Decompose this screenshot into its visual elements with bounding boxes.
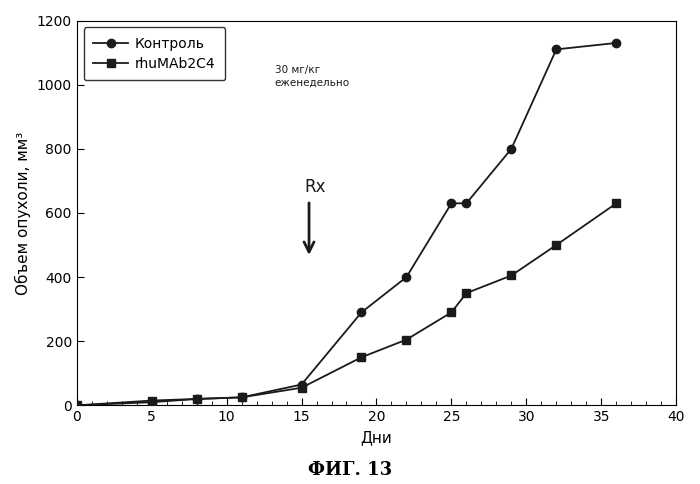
Legend: Контроль, rhuMAb2C4: Контроль, rhuMAb2C4	[83, 28, 225, 80]
X-axis label: Дни: Дни	[360, 430, 392, 445]
Text: 30 мг/кг
еженедельно: 30 мг/кг еженедельно	[274, 65, 350, 87]
Text: ФИГ. 13: ФИГ. 13	[308, 461, 392, 479]
Text: Rx: Rx	[304, 178, 326, 197]
Y-axis label: Объем опухоли, мм³: Объем опухоли, мм³	[15, 131, 32, 295]
